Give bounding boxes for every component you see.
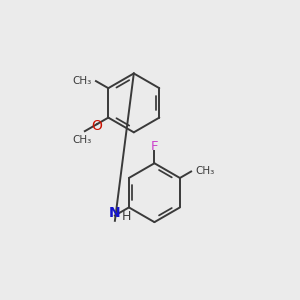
Text: H: H	[122, 211, 131, 224]
Text: N: N	[109, 206, 121, 220]
Text: O: O	[92, 119, 103, 134]
Text: CH₃: CH₃	[72, 135, 92, 145]
Text: F: F	[151, 140, 158, 153]
Text: CH₃: CH₃	[195, 167, 214, 176]
Text: CH₃: CH₃	[72, 76, 92, 86]
